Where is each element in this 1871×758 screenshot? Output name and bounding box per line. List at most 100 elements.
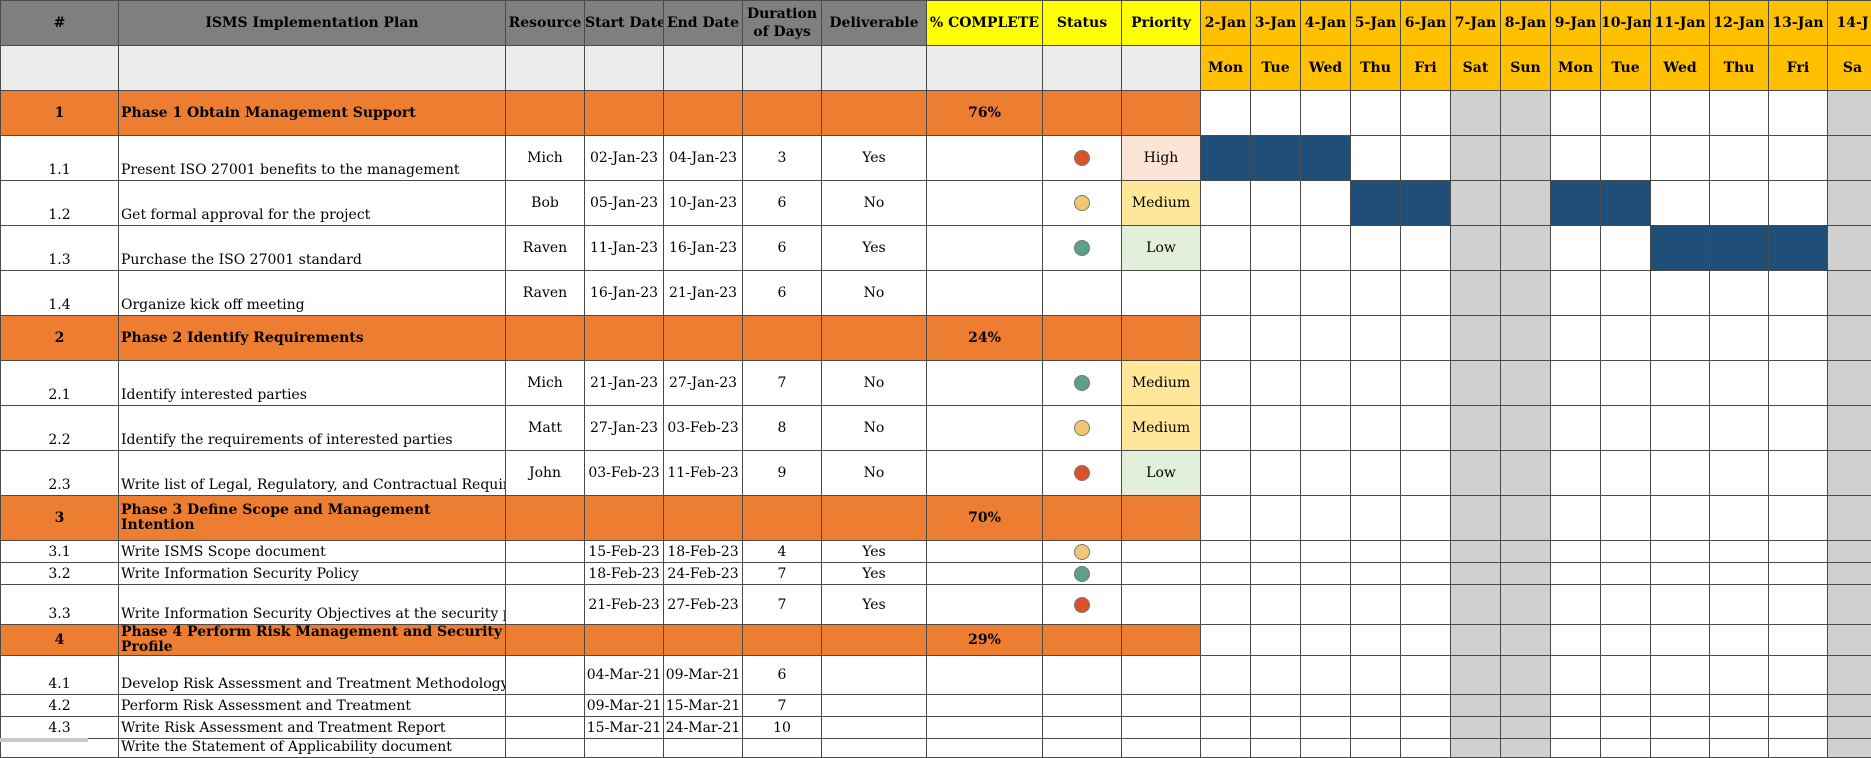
gantt-cell[interactable] (1451, 563, 1501, 585)
gantt-cell[interactable] (1769, 451, 1828, 496)
day-header-11[interactable]: Fri (1769, 46, 1828, 91)
gantt-cell[interactable] (1201, 563, 1251, 585)
gantt-cell[interactable] (1201, 625, 1251, 656)
gantt-cell[interactable] (1301, 656, 1351, 695)
blank-cell[interactable] (585, 46, 664, 91)
gantt-cell[interactable] (1601, 361, 1651, 406)
task-duration[interactable]: 7 (743, 585, 822, 625)
task-name[interactable]: Perform Risk Assessment and Treatment (119, 695, 506, 717)
gantt-cell[interactable] (1501, 136, 1551, 181)
task-deliverable[interactable]: Yes (822, 585, 927, 625)
date-header-10[interactable]: 12-Jan (1710, 1, 1769, 46)
gantt-cell[interactable] (1251, 563, 1301, 585)
phase-blank-cell[interactable] (664, 91, 743, 136)
gantt-cell[interactable] (1501, 316, 1551, 361)
gantt-cell[interactable] (1710, 563, 1769, 585)
task-duration[interactable]: 6 (743, 656, 822, 695)
gantt-cell[interactable] (1451, 625, 1501, 656)
task-start[interactable]: 11-Jan-23 (585, 226, 664, 271)
gantt-bar-cell[interactable] (1651, 226, 1710, 271)
phase-number[interactable]: 3 (1, 496, 119, 541)
gantt-cell[interactable] (1551, 656, 1601, 695)
gantt-cell[interactable] (1251, 496, 1301, 541)
task-resource[interactable] (506, 563, 585, 585)
phase-blank-cell[interactable] (743, 496, 822, 541)
task-deliverable[interactable] (822, 656, 927, 695)
task-end[interactable]: 27-Jan-23 (664, 361, 743, 406)
gantt-cell[interactable] (1451, 226, 1501, 271)
gantt-cell[interactable] (1769, 181, 1828, 226)
gantt-cell[interactable] (1710, 717, 1769, 739)
task-duration[interactable]: 7 (743, 695, 822, 717)
phase-percent[interactable]: 29% (927, 625, 1043, 656)
gantt-cell[interactable] (1251, 361, 1301, 406)
gantt-cell[interactable] (1401, 541, 1451, 563)
gantt-cell[interactable] (1201, 91, 1251, 136)
phase-blank-cell[interactable] (585, 496, 664, 541)
header-deliverable[interactable]: Deliverable (822, 1, 927, 46)
gantt-cell[interactable] (1301, 361, 1351, 406)
task-status-cell[interactable] (1043, 451, 1122, 496)
gantt-cell[interactable] (1451, 316, 1501, 361)
header-priority[interactable]: Priority (1122, 1, 1201, 46)
gantt-cell[interactable] (1769, 271, 1828, 316)
blank-cell[interactable] (1122, 46, 1201, 91)
gantt-cell[interactable] (1501, 739, 1551, 758)
gantt-cell[interactable] (1201, 181, 1251, 226)
gantt-cell[interactable] (1501, 717, 1551, 739)
gantt-cell[interactable] (1501, 541, 1551, 563)
phase-number[interactable]: 1 (1, 91, 119, 136)
gantt-cell[interactable] (1201, 361, 1251, 406)
gantt-cell[interactable] (1351, 656, 1401, 695)
task-number[interactable]: 4.2 (1, 695, 119, 717)
gantt-cell[interactable] (1769, 739, 1828, 758)
gantt-bar-cell[interactable] (1301, 136, 1351, 181)
gantt-cell[interactable] (1501, 563, 1551, 585)
phase-blank-cell[interactable] (822, 625, 927, 656)
phase-title[interactable]: Phase 4 Perform Risk Management and Secu… (119, 625, 506, 656)
task-percent-cell[interactable]: 98 (927, 136, 1043, 181)
task-resource[interactable] (506, 695, 585, 717)
gantt-cell[interactable] (1251, 541, 1301, 563)
gantt-cell[interactable] (1351, 717, 1401, 739)
gantt-cell[interactable] (1301, 181, 1351, 226)
header-complete[interactable]: % COMPLETE (927, 1, 1043, 46)
gantt-cell[interactable] (1201, 585, 1251, 625)
blank-cell[interactable] (664, 46, 743, 91)
gantt-cell[interactable] (1201, 226, 1251, 271)
task-status-cell[interactable] (1043, 226, 1122, 271)
task-start[interactable]: 15-Feb-23 (585, 541, 664, 563)
gantt-cell[interactable] (1301, 496, 1351, 541)
task-deliverable[interactable]: No (822, 271, 927, 316)
blank-cell[interactable] (927, 46, 1043, 91)
task-end[interactable]: 03-Feb-23 (664, 406, 743, 451)
gantt-cell[interactable] (1301, 695, 1351, 717)
gantt-cell[interactable] (1451, 541, 1501, 563)
header-start-date[interactable]: Start Date (585, 1, 664, 46)
phase-priority-cell[interactable] (1122, 496, 1201, 541)
gantt-cell[interactable] (1301, 451, 1351, 496)
gantt-cell[interactable] (1551, 563, 1601, 585)
gantt-cell[interactable] (1551, 271, 1601, 316)
gantt-cell[interactable] (1551, 316, 1601, 361)
day-header-2[interactable]: Wed (1301, 46, 1351, 91)
gantt-cell[interactable] (1601, 496, 1651, 541)
gantt-cell[interactable] (1301, 316, 1351, 361)
task-deliverable[interactable]: No (822, 361, 927, 406)
task-priority[interactable]: Medium (1122, 181, 1201, 226)
gantt-cell[interactable] (1451, 585, 1501, 625)
gantt-cell[interactable] (1451, 136, 1501, 181)
gantt-cell[interactable] (1651, 496, 1710, 541)
gantt-cell[interactable] (1401, 496, 1451, 541)
task-number[interactable]: 1.2 (1, 181, 119, 226)
gantt-bar-cell[interactable] (1601, 181, 1651, 226)
gantt-cell[interactable] (1710, 316, 1769, 361)
gantt-cell[interactable] (1769, 717, 1828, 739)
gantt-cell[interactable] (1828, 181, 1871, 226)
gantt-cell[interactable] (1601, 739, 1651, 758)
gantt-cell[interactable] (1401, 136, 1451, 181)
blank-cell[interactable] (119, 46, 506, 91)
task-name[interactable]: Develop Risk Assessment and Treatment Me… (119, 656, 506, 695)
task-end[interactable]: 04-Jan-23 (664, 136, 743, 181)
task-name[interactable]: Write ISMS Scope document (119, 541, 506, 563)
